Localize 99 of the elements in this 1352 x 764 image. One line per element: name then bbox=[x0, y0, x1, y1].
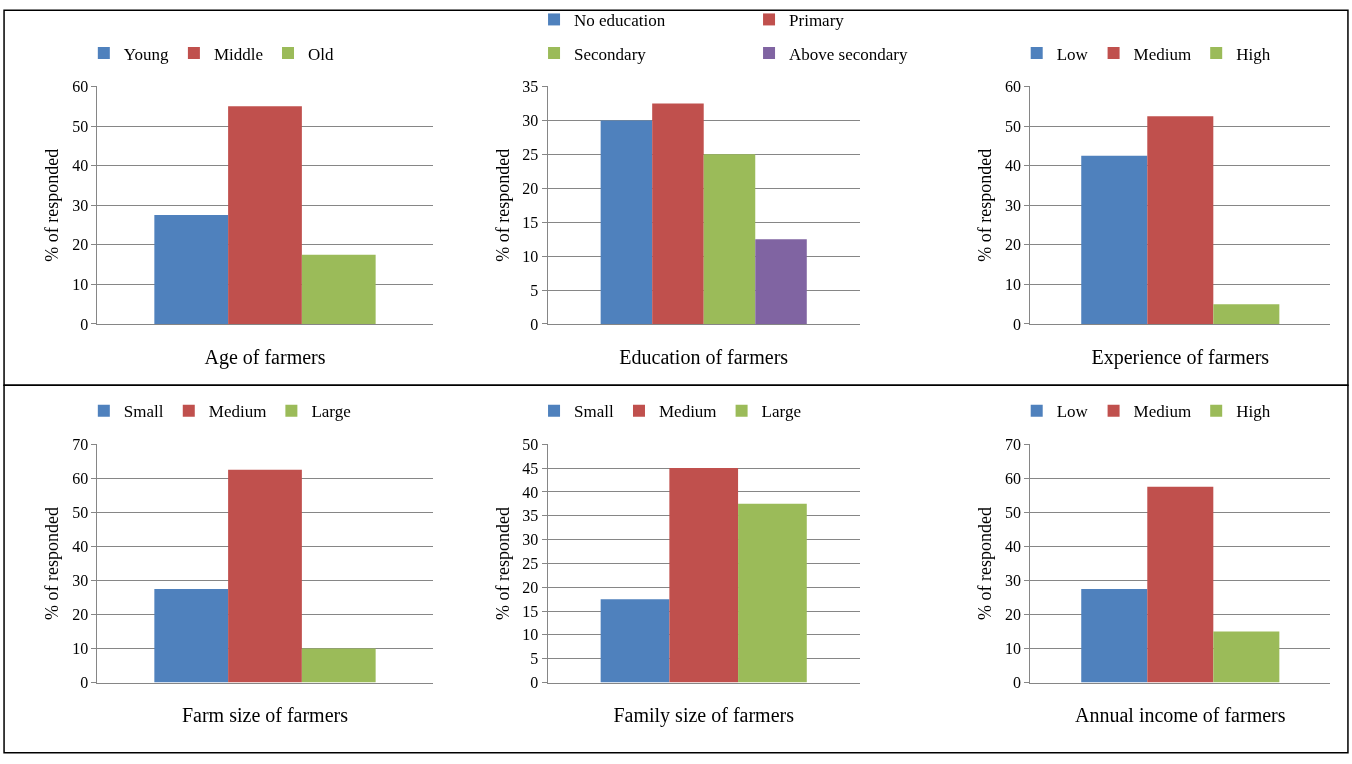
bar bbox=[703, 154, 756, 324]
bar bbox=[1147, 116, 1214, 324]
y-tick-label: 10 bbox=[1005, 640, 1022, 658]
y-tick-label: 30 bbox=[522, 531, 539, 549]
y-axis-title: % of responded bbox=[492, 148, 513, 262]
y-tick-label: 15 bbox=[522, 602, 539, 620]
bar bbox=[301, 648, 376, 683]
y-tick-label: 60 bbox=[1005, 78, 1022, 96]
y-tick-label: 10 bbox=[72, 640, 89, 658]
legend-label: Large bbox=[311, 402, 351, 422]
legend-label: Low bbox=[1056, 402, 1089, 422]
y-tick-label: 0 bbox=[80, 315, 89, 333]
y-tick-label: 5 bbox=[530, 281, 539, 299]
x-axis-title: Annual income of farmers bbox=[1075, 704, 1286, 727]
bar bbox=[154, 215, 229, 324]
bar bbox=[228, 106, 302, 324]
y-tick-label: 40 bbox=[1005, 537, 1022, 555]
y-tick-label: 10 bbox=[522, 247, 539, 265]
bar bbox=[154, 588, 229, 683]
y-tick-label: 40 bbox=[1005, 157, 1022, 175]
legend-label: Large bbox=[761, 402, 801, 422]
legend-label: Small bbox=[574, 402, 614, 422]
legend-label: Old bbox=[308, 44, 335, 64]
y-tick-label: 50 bbox=[522, 435, 539, 453]
y-tick-label: 60 bbox=[1005, 469, 1022, 487]
legend-label: Small bbox=[123, 402, 164, 422]
bar bbox=[755, 239, 807, 324]
y-tick-label: 30 bbox=[72, 572, 89, 590]
bar bbox=[1147, 486, 1214, 683]
bar bbox=[669, 468, 739, 683]
x-axis-title: Farm size of farmers bbox=[181, 704, 349, 727]
legend-label: Secondary bbox=[574, 44, 647, 64]
bar bbox=[1213, 304, 1280, 324]
y-tick-label: 10 bbox=[1005, 275, 1022, 293]
legend-label: Medium bbox=[658, 402, 717, 422]
y-tick-label: 60 bbox=[72, 78, 89, 96]
y-tick-label: 20 bbox=[1005, 236, 1022, 254]
y-axis-title: % of responded bbox=[975, 148, 996, 262]
y-tick-label: 45 bbox=[522, 459, 539, 477]
y-tick-label: 0 bbox=[530, 315, 539, 333]
y-tick-label: 30 bbox=[1005, 196, 1022, 214]
legend-label: Middle bbox=[213, 44, 264, 64]
y-tick-label: 20 bbox=[522, 578, 539, 596]
legend-label: Primary bbox=[789, 11, 845, 31]
bar bbox=[738, 503, 807, 683]
y-tick-label: 20 bbox=[522, 179, 539, 197]
y-tick-label: 15 bbox=[522, 213, 539, 231]
x-axis-title: Age of farmers bbox=[204, 345, 326, 369]
y-axis-title: % of responded bbox=[42, 148, 63, 262]
y-tick-label: 35 bbox=[522, 78, 539, 96]
y-axis-title: % of responded bbox=[975, 506, 996, 620]
bar bbox=[1213, 631, 1280, 683]
y-tick-label: 50 bbox=[72, 117, 89, 135]
x-axis-title: Family size of farmers bbox=[613, 704, 795, 728]
y-tick-label: 25 bbox=[522, 555, 539, 572]
y-tick-label: 50 bbox=[72, 503, 89, 521]
y-tick-label: 30 bbox=[72, 196, 89, 214]
legend-label: Low bbox=[1056, 44, 1089, 64]
y-tick-label: 20 bbox=[72, 606, 89, 624]
y-axis-title: % of responded bbox=[492, 506, 513, 620]
x-axis-title: Experience of farmers bbox=[1091, 345, 1270, 369]
y-axis-title: % of responded bbox=[42, 506, 63, 620]
y-tick-label: 0 bbox=[80, 674, 89, 692]
bar bbox=[228, 469, 302, 683]
y-tick-label: 20 bbox=[1005, 606, 1022, 624]
y-tick-label: 0 bbox=[1013, 315, 1022, 333]
bar bbox=[1081, 588, 1148, 683]
bar bbox=[301, 254, 376, 324]
y-tick-label: 25 bbox=[522, 145, 539, 163]
legend-label: Above secondary bbox=[789, 44, 909, 64]
y-tick-label: 10 bbox=[522, 626, 539, 644]
legend-label: No education bbox=[574, 11, 666, 31]
y-tick-label: 0 bbox=[1013, 674, 1022, 692]
legend-label: Medium bbox=[1133, 44, 1192, 64]
y-tick-label: 30 bbox=[1005, 572, 1022, 590]
y-tick-label: 35 bbox=[522, 507, 539, 525]
y-tick-label: 40 bbox=[522, 483, 539, 501]
y-tick-label: 70 bbox=[1005, 435, 1022, 453]
legend-label: Medium bbox=[1133, 402, 1192, 422]
legend-label: High bbox=[1236, 44, 1271, 64]
y-tick-label: 70 bbox=[72, 435, 89, 453]
y-tick-label: 0 bbox=[530, 674, 539, 692]
y-tick-label: 50 bbox=[1005, 503, 1022, 521]
legend-label: Young bbox=[123, 44, 169, 64]
x-axis-title: Education of farmers bbox=[619, 345, 789, 368]
y-tick-label: 20 bbox=[72, 236, 89, 254]
y-tick-label: 40 bbox=[72, 537, 89, 555]
y-tick-label: 50 bbox=[1005, 117, 1022, 135]
legend-label: High bbox=[1236, 402, 1271, 422]
bar bbox=[652, 103, 704, 324]
bar bbox=[600, 120, 653, 324]
y-tick-label: 40 bbox=[72, 157, 89, 175]
y-tick-label: 5 bbox=[530, 650, 539, 668]
bar bbox=[600, 599, 670, 683]
y-tick-label: 60 bbox=[72, 469, 89, 487]
y-tick-label: 10 bbox=[72, 275, 89, 293]
y-tick-label: 30 bbox=[522, 111, 539, 129]
legend-label: Medium bbox=[208, 402, 267, 422]
bar bbox=[1081, 155, 1148, 324]
